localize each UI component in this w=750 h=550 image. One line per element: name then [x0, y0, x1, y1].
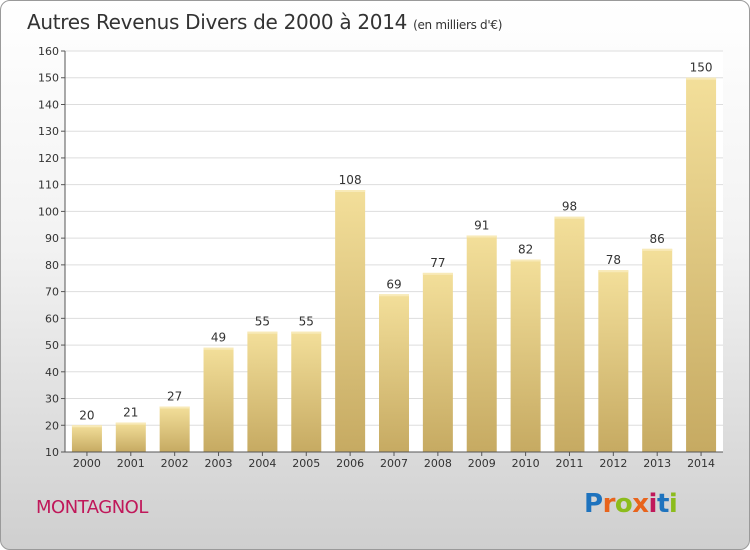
x-tick-label: 2009	[468, 457, 496, 470]
y-tick-label: 120	[38, 152, 59, 165]
y-tick-label: 130	[38, 125, 59, 138]
bar	[642, 248, 673, 452]
data-label: 20	[79, 408, 94, 422]
chart-title-text: Autres Revenus Divers de 2000 à 2014	[27, 10, 408, 34]
data-label: 55	[299, 315, 314, 329]
y-tick-label: 90	[45, 232, 59, 245]
bar	[466, 235, 497, 452]
bar	[379, 294, 409, 452]
x-tick-label: 2010	[512, 457, 540, 470]
data-label: 86	[650, 232, 665, 246]
data-label: 21	[123, 406, 138, 420]
logo-letter: i	[648, 489, 658, 519]
chart-title: Autres Revenus Divers de 2000 à 2014 (en …	[27, 10, 502, 34]
y-tick-label: 60	[45, 312, 59, 325]
y-tick-label: 100	[38, 205, 59, 218]
x-tick-label: 2005	[292, 457, 320, 470]
bar	[71, 425, 102, 452]
logo-letter: x	[632, 489, 649, 519]
x-tick-label: 2006	[336, 457, 364, 470]
data-label: 55	[255, 315, 270, 329]
bar	[335, 190, 366, 452]
data-label: 91	[474, 218, 489, 232]
y-tick-label: 70	[45, 286, 59, 299]
bar	[686, 77, 717, 452]
y-tick-label: 50	[45, 339, 59, 352]
bar	[510, 259, 541, 452]
data-label: 69	[386, 277, 401, 291]
logo-letter: r	[602, 489, 616, 519]
data-label: 150	[690, 61, 713, 75]
data-label: 98	[562, 200, 577, 214]
x-tick-label: 2000	[73, 457, 101, 470]
y-tick-label: 20	[45, 419, 59, 432]
bar	[422, 272, 453, 452]
data-label: 78	[606, 253, 621, 267]
data-label: 82	[518, 243, 533, 257]
place-name: MONTAGNOL	[36, 497, 148, 518]
logo-letter: P	[584, 489, 603, 519]
data-label: 49	[211, 331, 226, 345]
x-tick-label: 2011	[555, 457, 583, 470]
data-label: 27	[167, 390, 182, 404]
bar	[247, 331, 278, 452]
data-label: 77	[430, 256, 445, 270]
data-label: 108	[339, 173, 362, 187]
x-tick-label: 2013	[643, 457, 671, 470]
x-tick-label: 2001	[117, 457, 145, 470]
logo-letter: i	[668, 489, 678, 519]
y-tick-label: 10	[45, 446, 59, 459]
x-tick-label: 2004	[248, 457, 276, 470]
logo-letter: o	[614, 489, 633, 519]
y-tick-label: 140	[38, 98, 59, 111]
bar	[598, 270, 629, 452]
y-tick-label: 30	[45, 393, 59, 406]
bar	[203, 347, 234, 452]
y-tick-label: 110	[38, 179, 59, 192]
chart-subtitle: (en milliers d'€)	[413, 18, 503, 32]
x-tick-label: 2007	[380, 457, 408, 470]
bar	[115, 422, 146, 452]
x-tick-label: 2008	[424, 457, 452, 470]
y-tick-label: 160	[38, 45, 59, 58]
bar	[159, 406, 190, 452]
x-tick-label: 2003	[205, 457, 233, 470]
bar	[291, 331, 322, 452]
y-tick-label: 150	[38, 72, 59, 85]
x-tick-label: 2014	[687, 457, 715, 470]
x-tick-label: 2002	[161, 457, 189, 470]
bar	[554, 216, 585, 452]
logo-letter: t	[656, 489, 669, 519]
y-tick-label: 40	[45, 366, 59, 379]
y-tick-label: 80	[45, 259, 59, 272]
proxiti-logo[interactable]: Proxiti	[584, 489, 678, 519]
x-tick-label: 2012	[599, 457, 627, 470]
